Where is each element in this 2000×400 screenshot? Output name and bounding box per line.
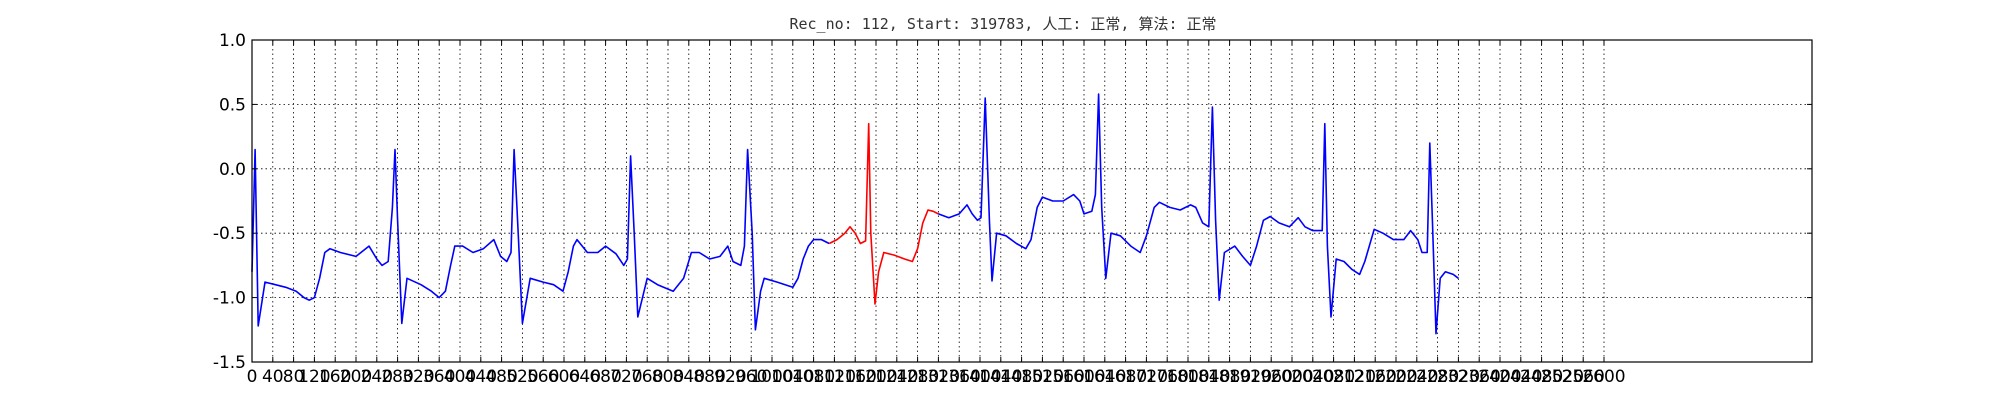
x-tick-label: 440 <box>465 367 497 387</box>
x-tick-label: 1760 <box>1146 367 1189 387</box>
x-tick-label: 360 <box>423 367 455 387</box>
x-tick-label: 160 <box>319 367 351 387</box>
x-tick-label: 1640 <box>1083 367 1126 387</box>
x-tick-label: 1440 <box>979 367 1022 387</box>
x-tick-label: 1120 <box>813 367 856 387</box>
x-tick-labels: 0 40 8012016020024028032036040044048052056… <box>247 367 1626 387</box>
x-tick-label: 1920 <box>1229 367 1272 387</box>
y-tick-label: -0.5 <box>213 224 246 244</box>
x-tick-label: 400 <box>444 367 476 387</box>
x-tick-label: 2120 <box>1333 367 1376 387</box>
x-tick-label: 680 <box>589 367 621 387</box>
y-tick-label: 0.5 <box>219 95 246 115</box>
x-tick-label: 800 <box>652 367 684 387</box>
x-tick-label: 40 <box>262 367 284 387</box>
y-tick-label: 1.0 <box>219 31 246 51</box>
x-tick-label: 2480 <box>1520 367 1563 387</box>
x-tick-label: 2200 <box>1374 367 1417 387</box>
x-tick-label: 2440 <box>1499 367 1542 387</box>
x-tick-label: 2280 <box>1416 367 1459 387</box>
x-tick-label: 1520 <box>1021 367 1064 387</box>
x-tick-label: 120 <box>298 367 330 387</box>
x-tick-label: 1600 <box>1062 367 1105 387</box>
x-tick-label: 600 <box>548 367 580 387</box>
x-tick-label: 840 <box>673 367 705 387</box>
x-tick-label: 560 <box>527 367 559 387</box>
x-tick-label: 2320 <box>1437 367 1480 387</box>
series-line-3 <box>938 93 1459 335</box>
x-tick-label: 1880 <box>1208 367 1251 387</box>
x-tick-label: 1160 <box>834 367 877 387</box>
x-tick-label: 880 <box>693 367 725 387</box>
x-tick-label: 1320 <box>917 367 960 387</box>
x-tick-label: 2560 <box>1562 367 1605 387</box>
y-tick-label: -1.0 <box>213 289 246 309</box>
x-tick-label: 640 <box>569 367 601 387</box>
x-tick-label: 1560 <box>1042 367 1085 387</box>
x-tick-label: 1000 <box>750 367 793 387</box>
series-line-2 <box>828 122 939 305</box>
x-tick-label: 2160 <box>1354 367 1397 387</box>
plot-frame <box>251 39 1813 363</box>
x-tick-label: 960 <box>735 367 767 387</box>
x-tick-label: 320 <box>402 367 434 387</box>
x-tick-label: 2000 <box>1270 367 1313 387</box>
x-tick-label: 1800 <box>1166 367 1209 387</box>
x-tick-label: 1280 <box>896 367 939 387</box>
x-tick-label: 1400 <box>958 367 1001 387</box>
x-tick-label: 760 <box>631 367 663 387</box>
tick-marks <box>251 39 1812 363</box>
x-tick-label: 2240 <box>1395 367 1438 387</box>
x-tick-label: 1360 <box>938 367 981 387</box>
x-tick-label: 1960 <box>1250 367 1293 387</box>
x-tick-label: 2600 <box>1582 367 1625 387</box>
y-tick-labels: 1.0 0.5 0.0 -0.5 -1.0 -1.5 <box>213 31 246 373</box>
x-tick-label: 200 <box>340 367 372 387</box>
series-layer <box>251 93 1459 335</box>
x-tick-label: 1240 <box>875 367 918 387</box>
x-tick-label: 2360 <box>1458 367 1501 387</box>
x-tick-label: 520 <box>506 367 538 387</box>
x-tick-label: 2400 <box>1478 367 1521 387</box>
x-tick-label: 0 <box>247 367 258 387</box>
x-tick-label: 1200 <box>854 367 897 387</box>
x-tick-label: 720 <box>610 367 642 387</box>
series-line-1 <box>251 148 830 331</box>
x-tick-label: 480 <box>485 367 517 387</box>
x-tick-label: 2520 <box>1541 367 1584 387</box>
x-tick-label: 1080 <box>792 367 835 387</box>
x-tick-label: 1720 <box>1125 367 1168 387</box>
x-tick-label: 920 <box>714 367 746 387</box>
x-tick-label: 80 <box>283 367 305 387</box>
y-tick-label: 0.0 <box>219 160 246 180</box>
x-tick-label: 280 <box>381 367 413 387</box>
x-tick-label: 1840 <box>1187 367 1230 387</box>
grid-lines <box>252 40 1812 362</box>
x-tick-label: 240 <box>361 367 393 387</box>
x-tick-label: 1480 <box>1000 367 1043 387</box>
chart-title: Rec_no: 112, Start: 319783, 人工: 正常, 算法: … <box>789 15 1216 33</box>
x-tick-label: 2080 <box>1312 367 1355 387</box>
x-tick-label: 2040 <box>1291 367 1334 387</box>
x-tick-label: 1680 <box>1104 367 1147 387</box>
x-tick-label: 1040 <box>771 367 814 387</box>
y-tick-label: -1.5 <box>213 353 246 373</box>
